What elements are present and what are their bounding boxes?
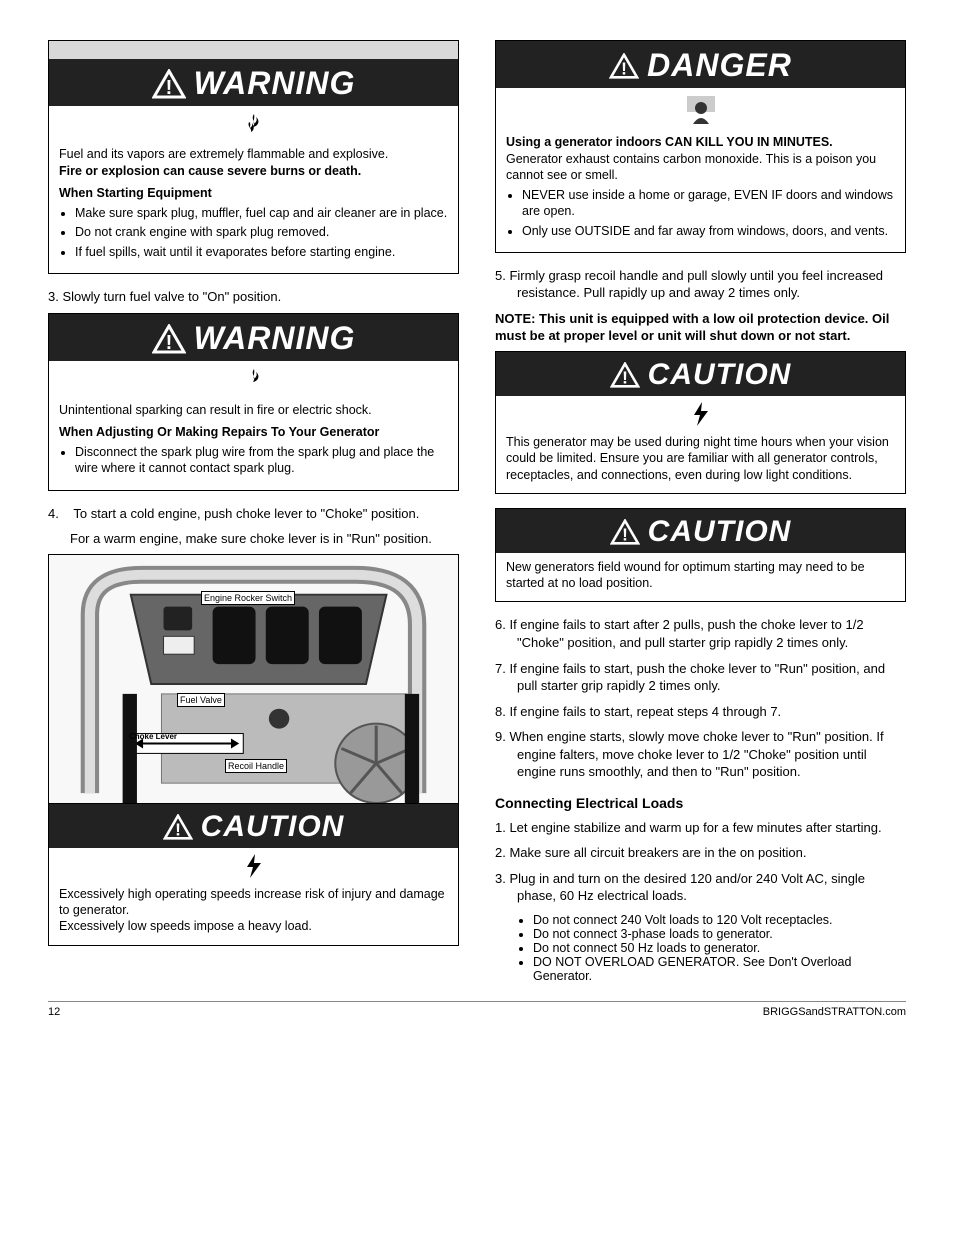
load-bullet: Do not connect 240 Volt loads to 120 Vol… <box>533 913 906 927</box>
svg-text:!: ! <box>622 368 628 388</box>
warning-1-intro: Fuel and its vapors are extremely flamma… <box>59 146 448 162</box>
warning-2-bullet: Disconnect the spark plug wire from the … <box>75 444 448 477</box>
warning-box-1: ! WARNING Fuel and its vapors are extrem… <box>48 40 459 274</box>
danger-box: ! DANGER Using a generator indoors CAN K… <box>495 40 906 253</box>
step-4-note: For a warm engine, make sure choke lever… <box>48 530 459 548</box>
warning-1-bullet: Do not crank engine with spark plug remo… <box>75 224 448 240</box>
svg-text:!: ! <box>621 58 627 78</box>
footer-url: BRIGGSandSTRATTON.com <box>763 1006 906 1018</box>
svg-text:!: ! <box>175 819 181 839</box>
caution-box-3: ! CAUTION Excessively high operating spe… <box>48 804 459 946</box>
warning-1-body: Fuel and its vapors are extremely flamma… <box>49 106 458 273</box>
step-3: 3. Slowly turn fuel valve to "On" positi… <box>48 288 459 306</box>
caution-header: ! CAUTION <box>49 804 458 848</box>
warning-header: ! WARNING <box>49 59 458 106</box>
fig-label-switch: Engine Rocker Switch <box>201 591 295 605</box>
warning-1-bullet: Make sure spark plug, muffler, fuel cap … <box>75 205 448 221</box>
danger-bullet: NEVER use inside a home or garage, EVEN … <box>522 187 895 220</box>
note-para: NOTE: This unit is equipped with a low o… <box>495 310 906 345</box>
caution-3-text2: Excessively low speeds impose a heavy lo… <box>59 918 448 934</box>
bolt-icon <box>245 867 263 881</box>
caution-1-text: This generator may be used during night … <box>506 434 895 483</box>
caution-3-text: Excessively high operating speeds increa… <box>59 886 448 919</box>
fig-label-recoil: Recoil Handle <box>225 759 287 773</box>
connect-step-1: 1. Let engine stabilize and warm up for … <box>495 819 906 837</box>
page-number: 12 <box>48 1006 60 1018</box>
warn-triangle-icon: ! <box>610 362 640 388</box>
caution-header: ! CAUTION <box>496 509 905 553</box>
step-9: 9. When engine starts, slowly move choke… <box>495 728 906 781</box>
page-footer: 12 BRIGGSandSTRATTON.com <box>48 1001 906 1018</box>
load-bullet: DO NOT OVERLOAD GENERATOR. See Don't Ove… <box>533 955 906 983</box>
caution-1-body: This generator may be used during night … <box>496 396 905 493</box>
toxic-icon <box>681 115 721 129</box>
svg-text:!: ! <box>165 77 172 99</box>
warning-1-sub: When Starting Equipment <box>59 185 448 201</box>
svg-text:!: ! <box>622 525 628 545</box>
caution-header-text: CAUTION <box>648 515 792 549</box>
caution-header: ! CAUTION <box>496 352 905 396</box>
warn-triangle-icon: ! <box>152 324 186 354</box>
bolt-icon <box>692 415 710 429</box>
warn-triangle-icon: ! <box>609 53 639 79</box>
step-7: 7. If engine fails to start, push the ch… <box>495 660 906 695</box>
warn-triangle-icon: ! <box>163 814 193 840</box>
flame-icon <box>241 382 267 396</box>
gray-header-strip <box>49 41 458 59</box>
load-bullet: Do not connect 50 Hz loads to generator. <box>533 941 906 955</box>
fig-label-choke: Choke Lever <box>127 731 179 742</box>
caution-header-text: CAUTION <box>201 810 345 844</box>
step-4-num: 4. <box>48 505 70 523</box>
warn-triangle-icon: ! <box>152 69 186 99</box>
caution-box-1: ! CAUTION This generator may be used dur… <box>495 351 906 494</box>
load-bullet: Do not connect 3-phase loads to generato… <box>533 927 906 941</box>
flame-icon <box>241 127 267 141</box>
svg-text:!: ! <box>165 332 172 354</box>
danger-text2: Generator exhaust contains carbon monoxi… <box>506 151 895 184</box>
danger-bullet: Only use OUTSIDE and far away from windo… <box>522 223 895 239</box>
warning-2-intro: Unintentional sparking can result in fir… <box>59 402 448 418</box>
danger-header: ! DANGER <box>496 41 905 88</box>
connect-step-2: 2. Make sure all circuit breakers are in… <box>495 844 906 862</box>
generator-figure: Engine Rocker Switch Fuel Valve Recoil H… <box>48 554 459 804</box>
danger-text: Using a generator indoors CAN KILL YOU I… <box>506 134 895 150</box>
caution-box-2: ! CAUTION New generators field wound for… <box>495 508 906 603</box>
caution-2-text: New generators field wound for optimum s… <box>506 559 895 592</box>
fig-label-fuel: Fuel Valve <box>177 693 225 707</box>
step-5: 5. Firmly grasp recoil handle and pull s… <box>495 267 906 302</box>
warning-header-text: WARNING <box>194 320 356 357</box>
caution-header-text: CAUTION <box>648 358 792 392</box>
danger-body: Using a generator indoors CAN KILL YOU I… <box>496 88 905 252</box>
caution-2-body: New generators field wound for optimum s… <box>496 553 905 602</box>
heading-connect: Connecting Electrical Loads <box>495 795 906 811</box>
step-4: 4. To start a cold engine, push choke le… <box>48 505 459 523</box>
warning-box-2: ! WARNING Unintentional sparking can res… <box>48 313 459 490</box>
warning-1-bullet: If fuel spills, wait until it evaporates… <box>75 244 448 260</box>
danger-header-text: DANGER <box>647 47 792 84</box>
caution-3-body: Excessively high operating speeds increa… <box>49 848 458 945</box>
warning-2-sub: When Adjusting Or Making Repairs To Your… <box>59 424 448 440</box>
warning-header-text: WARNING <box>194 65 356 102</box>
warning-2-body: Unintentional sparking can result in fir… <box>49 361 458 489</box>
warning-1-strong: Fire or explosion can cause severe burns… <box>59 163 448 179</box>
step-8: 8. If engine fails to start, repeat step… <box>495 703 906 721</box>
connect-step-3: 3. Plug in and turn on the desired 120 a… <box>495 870 906 905</box>
step-6: 6. If engine fails to start after 2 pull… <box>495 616 906 651</box>
warning-header: ! WARNING <box>49 314 458 361</box>
step-4-text: To start a cold engine, push choke lever… <box>70 506 419 521</box>
warn-triangle-icon: ! <box>610 519 640 545</box>
